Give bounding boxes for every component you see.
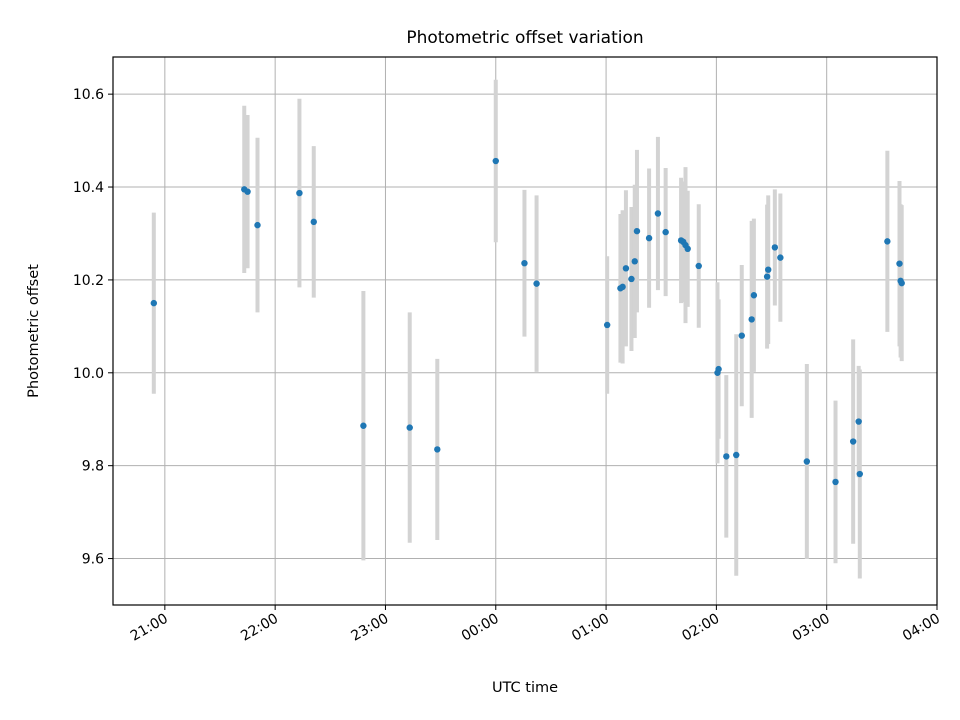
x-tick-label: 04:00	[900, 611, 943, 645]
data-point	[434, 446, 441, 453]
data-point	[832, 478, 839, 486]
data-point	[244, 188, 251, 195]
data-point	[684, 245, 691, 252]
data-point	[733, 451, 740, 459]
data-point	[849, 438, 857, 445]
data-point	[406, 424, 413, 431]
data-point	[631, 258, 638, 265]
data-point	[662, 228, 669, 236]
data-point	[360, 422, 367, 429]
data-point	[855, 418, 862, 425]
x-tick-label: 21:00	[128, 611, 171, 645]
data-point	[628, 275, 635, 283]
data-point	[521, 259, 528, 267]
data-point	[310, 218, 317, 226]
errorbars	[151, 79, 904, 579]
data-point	[254, 221, 261, 229]
data-point	[533, 280, 540, 287]
data-point	[777, 254, 784, 261]
data-point	[738, 332, 745, 339]
y-axis-ticks: 9.6 9.8 10.0 10.2 10.4 10.6	[73, 87, 113, 568]
y-tick-label: 10.4	[73, 180, 104, 196]
data-point	[492, 157, 499, 165]
data-point	[150, 299, 158, 307]
data-point	[748, 316, 755, 323]
data-point	[645, 234, 653, 242]
data-point	[723, 453, 730, 460]
y-axis-label: Photometric offset	[26, 264, 42, 398]
x-axis-ticks: 21:00 22:00 23:00 00:00 01:00 02:00 03:00 04:00	[128, 605, 943, 645]
data-point	[765, 266, 772, 273]
data-point	[898, 279, 905, 287]
data-point	[896, 260, 903, 267]
x-axis-label: UTC time	[492, 680, 558, 696]
data-point	[603, 321, 611, 329]
y-tick-label: 10.2	[73, 273, 104, 289]
y-tick-label: 10.0	[73, 366, 104, 382]
y-tick-label: 10.6	[73, 87, 104, 103]
data-point	[856, 470, 863, 478]
x-tick-label: 01:00	[569, 611, 612, 645]
data-point	[750, 292, 758, 299]
x-tick-label: 23:00	[349, 611, 392, 645]
data-point	[619, 283, 626, 291]
data-point	[633, 227, 641, 235]
x-tick-label: 00:00	[459, 611, 502, 645]
plot-frame	[112, 56, 938, 606]
data-point	[296, 189, 303, 197]
y-tick-label: 9.6	[82, 552, 104, 568]
data-point	[763, 273, 771, 280]
chart-title: Photometric offset variation	[406, 28, 643, 48]
x-tick-label: 02:00	[679, 611, 722, 645]
data-points	[150, 157, 905, 486]
data-point	[622, 265, 630, 272]
data-point	[884, 238, 891, 245]
x-tick-label: 03:00	[790, 611, 833, 645]
y-tick-label: 9.8	[82, 459, 104, 475]
data-point	[654, 210, 662, 217]
data-point	[695, 262, 702, 270]
data-point	[715, 365, 722, 373]
x-tick-label: 22:00	[238, 611, 281, 645]
data-point	[771, 244, 779, 251]
data-point	[803, 458, 811, 465]
